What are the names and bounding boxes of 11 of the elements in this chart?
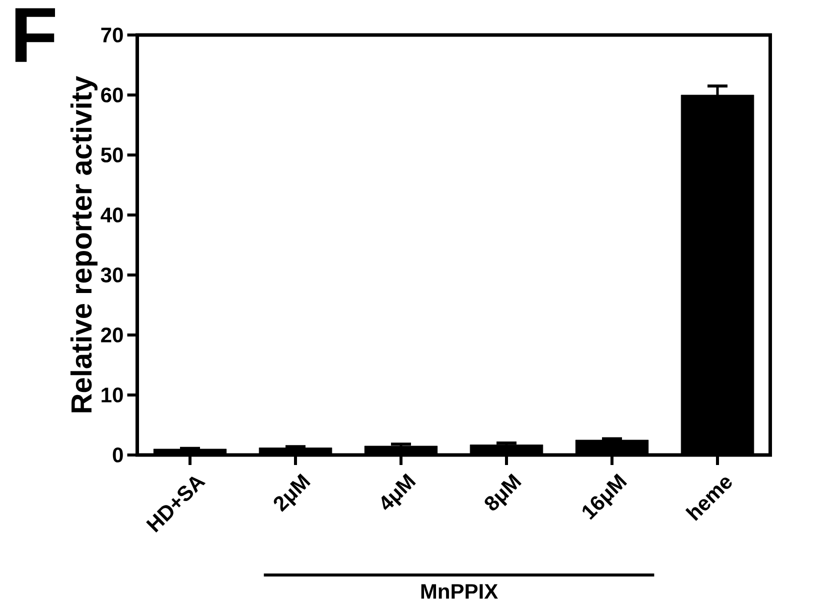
y-tick-label: 40 [100, 208, 123, 222]
y-axis-title: Relative reporter activity [70, 76, 98, 412]
y-tick-label: 30 [100, 268, 123, 282]
text: MnPPIX [421, 584, 498, 599]
y-tick-label: 50 [101, 148, 123, 162]
y-tick-label: 70 [101, 28, 123, 42]
y-tick-label: 60 [101, 88, 123, 102]
y-tick-label: 0 [112, 448, 123, 462]
y-tick-label: 20 [101, 328, 123, 342]
text: F [15, 8, 55, 62]
y-tick-label: 10 [102, 388, 123, 402]
